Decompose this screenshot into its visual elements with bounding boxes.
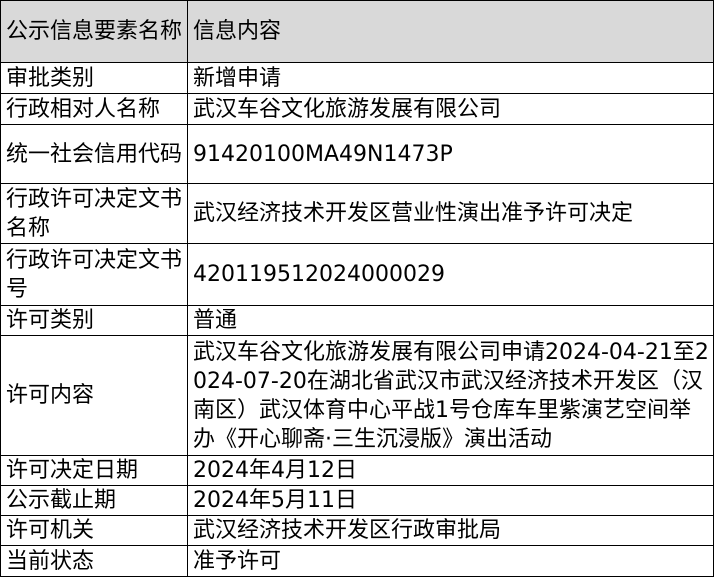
field-name: 审批类别	[0, 62, 188, 94]
field-value: 普通	[187, 305, 714, 336]
table-row: 公示截止期 2024年5月11日	[0, 485, 714, 516]
field-value: 2024年5月11日	[187, 485, 714, 516]
table-row: 许可机关 武汉经济技术开发区行政审批局	[0, 515, 714, 546]
field-value: 420119512024000029	[187, 243, 714, 306]
field-name: 当前状态	[0, 545, 188, 577]
field-value: 2024年4月12日	[187, 455, 714, 486]
field-value: 武汉车谷文化旅游发展有限公司申请2024-04-21至2024-07-20在湖北…	[187, 335, 714, 456]
table-row: 行政许可决定文书号 420119512024000029	[0, 243, 714, 306]
field-value: 91420100MA49N1473P	[187, 124, 714, 184]
table-row: 当前状态 准予许可	[0, 545, 714, 577]
field-name: 许可类别	[0, 305, 188, 336]
table-row: 许可内容 武汉车谷文化旅游发展有限公司申请2024-04-21至2024-07-2…	[0, 335, 714, 456]
header-cell: 公示信息要素名称	[0, 0, 188, 63]
field-name: 统一社会信用代码	[0, 124, 188, 184]
field-name: 许可内容	[0, 335, 188, 456]
field-name: 行政相对人名称	[0, 93, 188, 125]
table-row: 许可类别 普通	[0, 305, 714, 336]
field-name: 公示截止期	[0, 485, 188, 516]
header-row: 公示信息要素名称 信息内容	[0, 0, 714, 63]
table-row: 统一社会信用代码 91420100MA49N1473P	[0, 124, 714, 184]
header-cell: 信息内容	[187, 0, 714, 63]
field-name: 行政许可决定文书名称	[0, 183, 188, 244]
field-name: 许可决定日期	[0, 455, 188, 486]
table-row: 行政相对人名称 武汉车谷文化旅游发展有限公司	[0, 93, 714, 125]
field-value: 武汉经济技术开发区营业性演出准予许可决定	[187, 183, 714, 244]
field-value: 新增申请	[187, 62, 714, 94]
field-name: 许可机关	[0, 515, 188, 546]
field-name: 行政许可决定文书号	[0, 243, 188, 306]
table-row: 行政许可决定文书名称 武汉经济技术开发区营业性演出准予许可决定	[0, 183, 714, 244]
field-value: 武汉经济技术开发区行政审批局	[187, 515, 714, 546]
field-value: 武汉车谷文化旅游发展有限公司	[187, 93, 714, 125]
table-row: 审批类别 新增申请	[0, 62, 714, 94]
field-value: 准予许可	[187, 545, 714, 577]
table-row: 许可决定日期 2024年4月12日	[0, 455, 714, 486]
